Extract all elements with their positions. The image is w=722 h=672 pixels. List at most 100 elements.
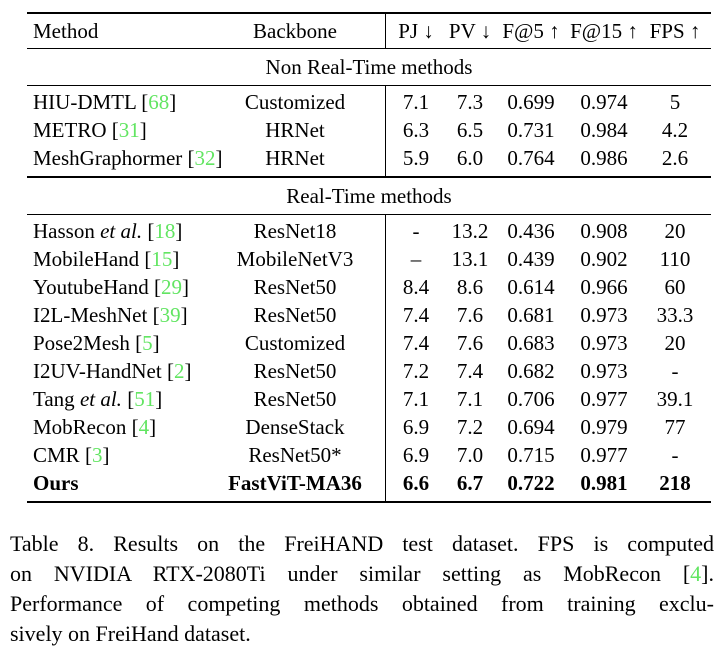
backbone-cell: ResNet18 bbox=[253, 219, 337, 244]
citation-link[interactable]: 29 bbox=[160, 275, 182, 300]
pv-cell: 7.0 bbox=[456, 443, 484, 468]
fps-cell: - bbox=[671, 443, 679, 468]
cite-bracket-close: ] bbox=[175, 219, 183, 244]
table-row: Hasson et al. [18] ResNet18 - 13.2 0.436… bbox=[27, 217, 711, 245]
header-backbone: Backbone bbox=[253, 19, 337, 44]
column-divider bbox=[385, 215, 387, 502]
f5-cell: 0.681 bbox=[507, 303, 555, 328]
f5-cell: 0.682 bbox=[507, 359, 555, 384]
cite-bracket-close: ] bbox=[184, 359, 192, 384]
cite-bracket-open: [ bbox=[152, 303, 160, 328]
method-name: Tang bbox=[33, 387, 80, 412]
cite-bracket-open: [ bbox=[144, 247, 152, 272]
citation-link[interactable]: 4 bbox=[690, 561, 702, 587]
pj-cell: 7.4 bbox=[402, 303, 430, 328]
table-row-ours: Ours FastViT-MA36 6.6 6.7 0.722 0.981 21… bbox=[27, 469, 711, 497]
method-cell: MobileHand [15] bbox=[27, 245, 205, 273]
table-row: METRO [31] HRNet 6.3 6.5 0.731 0.984 4.2 bbox=[27, 116, 711, 144]
cite-bracket-close: ] bbox=[215, 146, 223, 171]
f5-cell: 0.764 bbox=[507, 146, 555, 171]
backbone-cell: ResNet50* bbox=[248, 443, 342, 468]
cite-bracket-open: [ bbox=[131, 415, 139, 440]
pj-cell: 7.1 bbox=[402, 90, 430, 115]
f15-cell: 0.981 bbox=[580, 471, 628, 496]
section-rule bbox=[27, 85, 711, 87]
mid-rule bbox=[27, 176, 711, 178]
pv-cell: 6.7 bbox=[456, 471, 484, 496]
f15-cell: 0.974 bbox=[580, 90, 628, 115]
realtime-block: Hasson et al. [18] ResNet18 - 13.2 0.436… bbox=[27, 215, 711, 502]
table-row: CMR [3] ResNet50* 6.9 7.0 0.715 0.977 - bbox=[27, 441, 711, 469]
method-name: METRO bbox=[33, 118, 112, 143]
backbone-cell: DenseStack bbox=[245, 415, 345, 440]
cite-bracket-open: [ bbox=[141, 90, 149, 115]
f5-cell: 0.683 bbox=[507, 331, 555, 356]
header-pv: PV ↓ bbox=[448, 19, 492, 44]
fps-cell: 39.1 bbox=[656, 387, 694, 412]
f15-cell: 0.908 bbox=[580, 219, 628, 244]
section-title-non-realtime: Non Real-Time methods bbox=[265, 55, 473, 80]
citation-link[interactable]: 15 bbox=[151, 247, 173, 272]
caption-line: on NVIDIA RTX-2080Ti under similar setti… bbox=[10, 559, 714, 589]
method-cell: Pose2Mesh [5] bbox=[27, 329, 205, 357]
citation-link[interactable]: 68 bbox=[148, 90, 170, 115]
citation-link[interactable]: 51 bbox=[134, 387, 156, 412]
pj-cell: 6.6 bbox=[402, 471, 430, 496]
header-method: Method bbox=[33, 19, 99, 44]
cite-bracket-open: [ bbox=[84, 443, 92, 468]
citation-link[interactable]: 32 bbox=[194, 146, 216, 171]
f15-cell: 0.979 bbox=[580, 415, 628, 440]
method-etal: et al. bbox=[100, 219, 148, 244]
fps-cell: 60 bbox=[664, 275, 686, 300]
fps-cell: - bbox=[671, 359, 679, 384]
f15-cell: 0.902 bbox=[580, 247, 628, 272]
fps-cell: 33.3 bbox=[656, 303, 694, 328]
method-cell: Ours bbox=[27, 469, 205, 497]
header-pj: PJ ↓ bbox=[398, 19, 434, 44]
table-row: I2UV-HandNet [2] ResNet50 7.2 7.4 0.682 … bbox=[27, 357, 711, 385]
pj-cell: 5.9 bbox=[402, 146, 430, 171]
backbone-cell: ResNet50 bbox=[253, 303, 337, 328]
cite-bracket-close: ] bbox=[152, 331, 160, 356]
non-realtime-block: HIU-DMTL [68] Customized 7.1 7.3 0.699 0… bbox=[27, 86, 711, 177]
citation-link[interactable]: 3 bbox=[91, 443, 103, 468]
method-cell: MeshGraphormer [32] bbox=[27, 144, 223, 172]
citation-link[interactable]: 18 bbox=[154, 219, 176, 244]
backbone-cell: Customized bbox=[244, 90, 346, 115]
header-column-divider bbox=[385, 14, 387, 49]
citation-link[interactable]: 2 bbox=[173, 359, 185, 384]
pv-cell: 7.6 bbox=[456, 331, 484, 356]
table-row: Tang et al. [51] ResNet50 7.1 7.1 0.706 … bbox=[27, 385, 711, 413]
method-name: Hasson bbox=[33, 219, 101, 244]
backbone-cell: FastViT-MA36 bbox=[228, 471, 362, 496]
table-row: Pose2Mesh [5] Customized 7.4 7.6 0.683 0… bbox=[27, 329, 711, 357]
f5-cell: 0.699 bbox=[507, 90, 555, 115]
citation-link[interactable]: 5 bbox=[142, 331, 153, 356]
pj-cell: 6.9 bbox=[402, 415, 430, 440]
backbone-cell: Customized bbox=[244, 331, 346, 356]
citation-link[interactable]: 31 bbox=[118, 118, 140, 143]
cite-bracket-close: ] bbox=[149, 415, 157, 440]
f5-cell: 0.439 bbox=[507, 247, 555, 272]
table-row: HIU-DMTL [68] Customized 7.1 7.3 0.699 0… bbox=[27, 88, 711, 116]
pv-cell: 7.3 bbox=[456, 90, 484, 115]
f5-cell: 0.706 bbox=[507, 387, 555, 412]
pv-cell: 13.1 bbox=[451, 247, 489, 272]
fps-cell: 77 bbox=[664, 415, 686, 440]
backbone-cell: ResNet50 bbox=[253, 359, 337, 384]
pv-cell: 7.1 bbox=[456, 387, 484, 412]
backbone-cell: HRNet bbox=[265, 146, 325, 171]
cite-bracket-open: [ bbox=[127, 387, 135, 412]
citation-link[interactable]: 4 bbox=[138, 415, 150, 440]
cite-bracket-close: ] bbox=[169, 90, 177, 115]
table-row: MeshGraphormer [32] HRNet 5.9 6.0 0.764 … bbox=[27, 144, 711, 172]
method-cell: HIU-DMTL [68] bbox=[27, 88, 205, 116]
f5-cell: 0.436 bbox=[507, 219, 555, 244]
cite-bracket-close: ] bbox=[180, 303, 188, 328]
column-divider bbox=[385, 86, 387, 177]
cite-bracket-open: [ bbox=[166, 359, 174, 384]
pv-cell: 7.4 bbox=[456, 359, 484, 384]
citation-link[interactable]: 39 bbox=[159, 303, 181, 328]
cite-bracket-close: ] bbox=[102, 443, 110, 468]
table-row: I2L-MeshNet [39] ResNet50 7.4 7.6 0.681 … bbox=[27, 301, 711, 329]
